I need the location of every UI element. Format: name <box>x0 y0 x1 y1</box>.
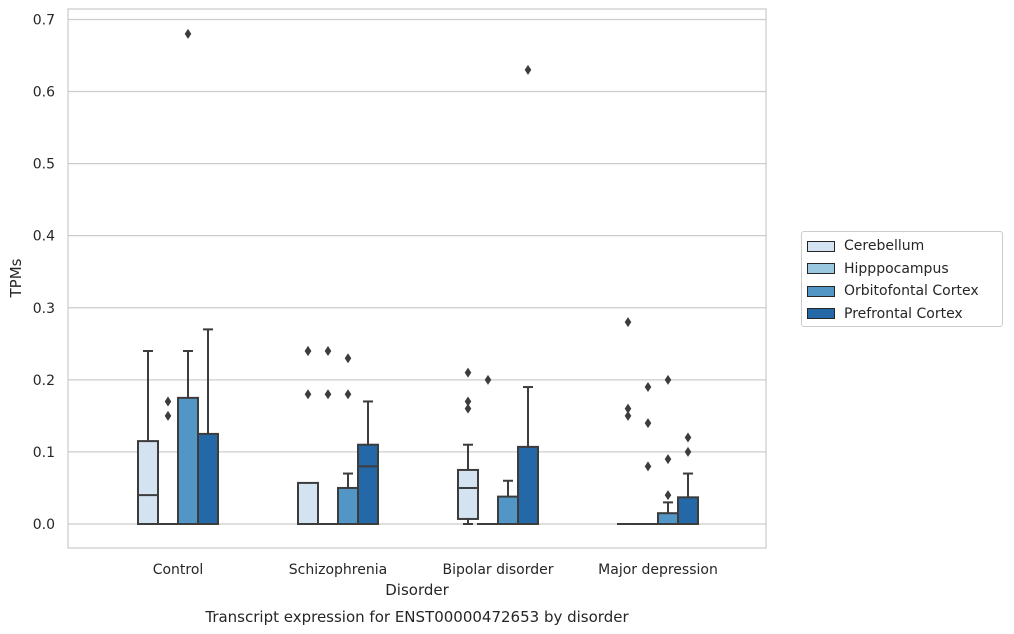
outlier-point <box>164 396 172 407</box>
outlier-point <box>324 346 332 357</box>
outlier-point <box>684 446 692 457</box>
plot-area-frame <box>67 8 767 549</box>
y-tick-label: 0.6 <box>33 85 55 101</box>
legend-label: Cerebellum <box>844 238 925 255</box>
y-tick-label: 0.1 <box>33 445 55 461</box>
outlier-point <box>324 389 332 400</box>
box-3-1 <box>357 400 379 526</box>
boxes <box>137 328 699 526</box>
outlier-point <box>484 374 492 385</box>
box-3-3 <box>677 472 699 526</box>
box-body <box>357 443 379 526</box>
outlier-point <box>344 353 352 364</box>
outlier-point <box>184 28 192 39</box>
outlier-point <box>644 382 652 393</box>
legend-swatch <box>807 240 835 252</box>
box-2-1 <box>337 472 359 525</box>
outlier-point <box>464 403 472 414</box>
y-axis-ticks: 0.0 0.1 0.2 0.3 0.4 0.5 0.6 0.7 <box>33 12 55 533</box>
legend-label: Prefrontal Cortex <box>844 305 963 322</box>
y-tick-label: 0.5 <box>33 157 55 173</box>
box-body <box>517 445 539 525</box>
box-body <box>497 495 519 525</box>
outlier-point <box>464 367 472 378</box>
legend-swatch <box>807 285 835 297</box>
box-0-2 <box>457 443 479 525</box>
outlier-point <box>464 396 472 407</box>
box-0-0 <box>137 350 159 525</box>
legend-item: Orbitofontal Cortex <box>802 280 1002 303</box>
box-body <box>677 496 699 526</box>
outlier-point <box>624 317 632 328</box>
outlier-point <box>664 374 672 385</box>
legend-label: Hipppocampus <box>844 260 949 277</box>
outlier-point <box>644 461 652 472</box>
outlier-point <box>304 389 312 400</box>
outlier-point <box>164 410 172 421</box>
box-body <box>337 486 359 525</box>
legend-swatch <box>807 308 835 320</box>
outliers <box>164 28 692 501</box>
y-axis-title: TPMs <box>7 258 25 298</box>
x-tick-label: Bipolar disorder <box>442 562 553 578</box>
outlier-point <box>644 418 652 429</box>
outlier-point <box>684 432 692 443</box>
outlier-point <box>304 346 312 357</box>
legend-item: Hipppocampus <box>802 258 1002 281</box>
x-axis-ticks: Control Schizophrenia Bipolar disorder Majo… <box>153 562 718 578</box>
outlier-point <box>624 410 632 421</box>
box-body <box>297 481 319 525</box>
chart-caption: Transcript expression for ENST0000047265… <box>204 608 629 626</box>
x-tick-label: Major depression <box>598 562 718 578</box>
box-body <box>457 468 479 520</box>
legend-swatch <box>807 263 835 275</box>
box-body <box>197 432 219 525</box>
outlier-point <box>344 389 352 400</box>
y-tick-label: 0.3 <box>33 301 55 317</box>
box-2-2 <box>497 479 519 525</box>
outlier-point <box>664 454 672 465</box>
box-body <box>177 396 199 525</box>
x-tick-label: Control <box>153 562 204 578</box>
box-body <box>137 440 159 525</box>
y-tick-label: 0.0 <box>33 517 55 533</box>
box-2-3 <box>657 501 679 525</box>
legend-label: Orbitofontal Cortex <box>844 283 979 300</box>
y-tick-label: 0.7 <box>33 12 55 28</box>
legend-item: Prefrontal Cortex <box>802 303 1002 326</box>
box-0-1 <box>297 481 319 525</box>
x-tick-label: Schizophrenia <box>289 562 387 578</box>
box-body <box>657 512 679 525</box>
x-axis-title: Disorder <box>385 581 449 599</box>
box-2-0 <box>177 350 199 525</box>
box-3-2 <box>517 386 539 525</box>
y-tick-label: 0.2 <box>33 373 55 389</box>
outlier-point <box>524 64 532 75</box>
outlier-point <box>664 490 672 501</box>
box-3-0 <box>197 328 219 525</box>
y-tick-label: 0.4 <box>33 229 55 245</box>
legend: Cerebellum Hipppocampus Orbitofontal Corte… <box>801 231 1003 327</box>
legend-item: Cerebellum <box>802 235 1002 258</box>
gridlines <box>68 18 766 525</box>
outlier-point <box>624 403 632 414</box>
